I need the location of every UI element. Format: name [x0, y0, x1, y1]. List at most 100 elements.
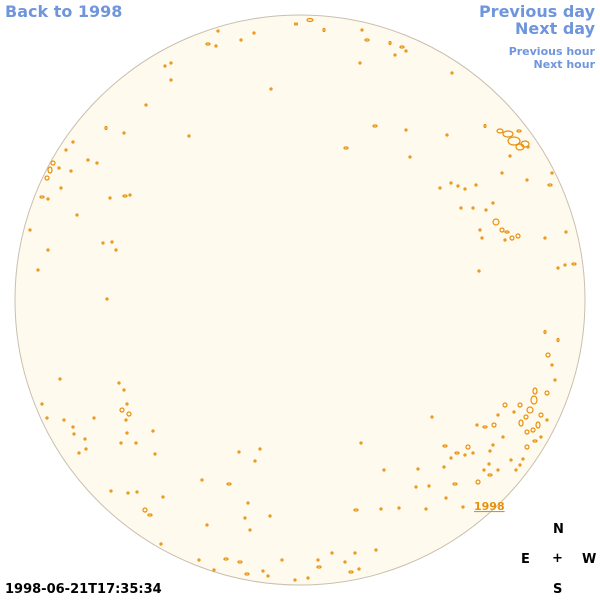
contour-blob — [516, 129, 522, 133]
contour-blob — [59, 186, 63, 190]
contour-blob — [499, 227, 505, 233]
previous-hour-link[interactable]: Previous hour — [508, 45, 595, 58]
contour-blob — [520, 140, 530, 148]
contour-blob — [564, 230, 568, 234]
compass-east-label: E — [521, 552, 530, 567]
back-to-year-link[interactable]: Back to 1998 — [5, 2, 123, 21]
contour-blob — [62, 418, 66, 422]
contour-blob — [530, 395, 538, 405]
contour-blob — [330, 551, 334, 555]
compass-south-label: S — [553, 582, 563, 597]
contour-blob — [430, 415, 434, 419]
contour-blob — [496, 468, 500, 472]
contour-blob — [248, 528, 252, 532]
contour-blob — [397, 506, 401, 510]
contour-blob — [293, 578, 297, 582]
contour-blob — [40, 402, 44, 406]
contour-blob — [545, 418, 549, 422]
contour-blob — [388, 40, 392, 46]
contour-blob — [353, 508, 359, 512]
contour-blob — [268, 514, 272, 518]
contour-blob — [524, 444, 530, 450]
contour-blob — [69, 169, 73, 173]
contour-blob — [416, 467, 420, 471]
contour-blob — [28, 228, 32, 232]
contour-blob — [280, 558, 284, 562]
contour-blob — [151, 429, 155, 433]
contour-blob — [187, 134, 191, 138]
magnetic-contours — [28, 17, 577, 582]
contour-blob — [547, 183, 553, 187]
contour-blob — [532, 439, 538, 443]
contour-blob — [205, 42, 211, 46]
contour-blob — [237, 560, 243, 564]
contour-blob — [483, 123, 487, 129]
active-region-label[interactable]: 1998 — [474, 500, 505, 513]
contour-blob — [525, 178, 529, 182]
contour-blob — [200, 478, 204, 482]
contour-blob — [524, 429, 530, 435]
contour-blob — [169, 78, 173, 82]
contour-blob — [454, 451, 460, 455]
compass-west-label: W — [582, 552, 597, 567]
contour-blob — [502, 402, 508, 408]
contour-blob — [501, 435, 505, 439]
contour-blob — [545, 352, 551, 358]
contour-blob — [46, 197, 50, 201]
contour-blob — [83, 437, 87, 441]
contour-blob — [128, 193, 132, 197]
contour-blob — [382, 468, 386, 472]
contour-blob — [496, 413, 500, 417]
contour-blob — [244, 572, 250, 576]
contour-blob — [491, 201, 495, 205]
observation-timestamp: 1998-06-21T17:35:34 — [5, 582, 162, 597]
contour-blob — [269, 87, 273, 91]
solar-disk — [14, 14, 586, 586]
contour-blob — [101, 241, 105, 245]
contour-blob — [442, 444, 448, 448]
contour-blob — [359, 441, 363, 445]
contour-blob — [482, 425, 488, 429]
contour-blob — [161, 495, 165, 499]
contour-blob — [449, 456, 453, 460]
contour-blob — [463, 453, 467, 457]
contour-blob — [509, 458, 513, 462]
compass-center-cross: + — [552, 551, 563, 566]
contour-blob — [142, 507, 148, 513]
contour-blob — [109, 489, 113, 493]
contour-blob — [535, 421, 541, 429]
next-day-link[interactable]: Next day — [515, 19, 595, 38]
contour-blob — [358, 61, 362, 65]
contour-blob — [532, 387, 538, 395]
contour-blob — [553, 378, 557, 382]
contour-blob — [108, 196, 112, 200]
previous-day-link[interactable]: Previous day — [478, 2, 595, 21]
next-hour-link[interactable]: Next hour — [533, 58, 596, 71]
contour-blob — [461, 505, 465, 509]
contour-blob — [556, 266, 560, 270]
contour-blob — [104, 125, 108, 131]
contour-blob — [258, 447, 262, 451]
contour-blob — [404, 49, 408, 53]
contour-blob — [316, 565, 322, 569]
contour-blob — [237, 450, 241, 454]
contour-blob — [539, 435, 543, 439]
contour-blob — [484, 208, 488, 212]
contour-blob — [306, 576, 310, 580]
contour-blob — [322, 27, 326, 33]
contour-blob — [122, 131, 126, 135]
contour-blob — [515, 233, 521, 239]
contour-blob — [465, 444, 471, 450]
contour-blob — [488, 449, 492, 453]
contour-blob — [95, 161, 99, 165]
contour-blob — [36, 268, 40, 272]
contour-blob — [471, 206, 475, 210]
contour-blob — [58, 377, 62, 381]
contour-blob — [480, 236, 484, 240]
contour-blob — [538, 412, 544, 418]
contour-blob — [261, 569, 265, 573]
contour-blob — [125, 431, 129, 435]
contour-blob — [226, 482, 232, 486]
contour-blob — [71, 140, 75, 144]
contour-blob — [445, 133, 449, 137]
